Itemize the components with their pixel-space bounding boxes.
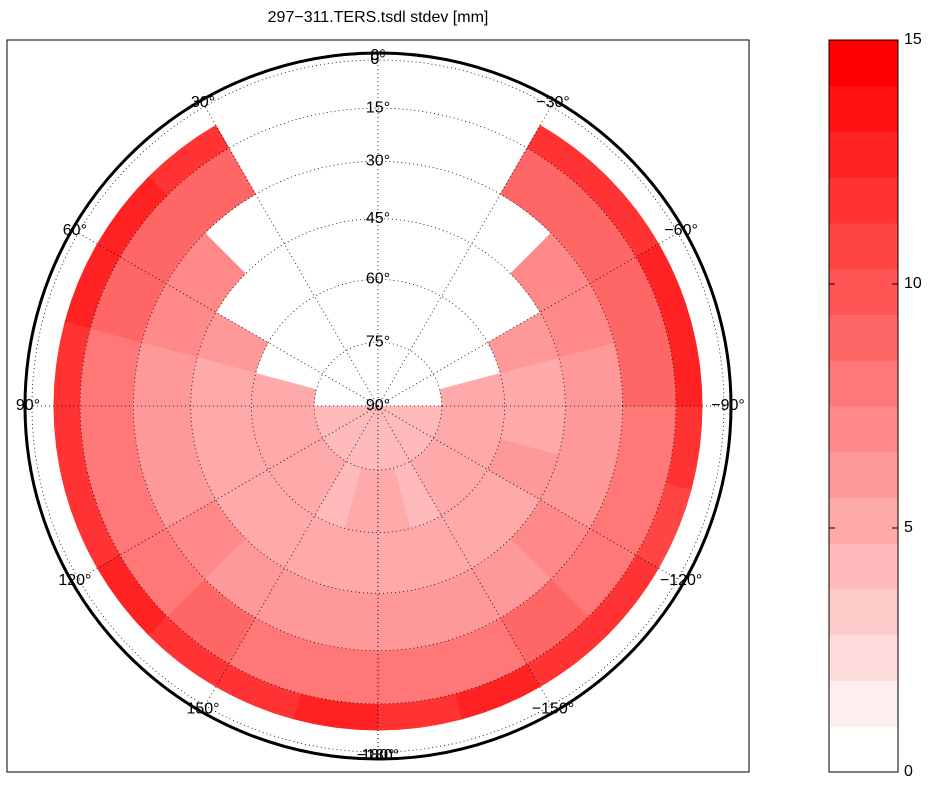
colorbar-tick-label: 10 bbox=[904, 275, 922, 292]
colorbar-band bbox=[829, 634, 898, 681]
elevation-tick-label: 15° bbox=[366, 99, 390, 116]
grid-radial bbox=[78, 232, 379, 407]
grid-radial bbox=[78, 405, 379, 580]
colorbar-band bbox=[829, 131, 898, 178]
colorbar-tick-label: 0 bbox=[904, 763, 913, 780]
grid-radial bbox=[204, 106, 379, 407]
azimuth-tick-label: −180° bbox=[357, 747, 399, 764]
colorbar-band bbox=[829, 314, 898, 361]
colorbar-band bbox=[829, 40, 898, 87]
elevation-tick-label: 0° bbox=[370, 51, 385, 68]
grid-circle bbox=[31, 59, 725, 753]
azimuth-tick-label: −60° bbox=[664, 222, 698, 239]
grid-circle bbox=[313, 341, 443, 471]
colorbar-tick-label: 15 bbox=[904, 31, 922, 48]
azimuth-tick-label: 180° bbox=[361, 747, 394, 764]
heatmap-cell bbox=[79, 405, 142, 484]
colorbar-band bbox=[829, 589, 898, 636]
elevation-tick-label: 45° bbox=[366, 210, 390, 227]
azimuth-tick-label: 150° bbox=[186, 700, 219, 717]
horizon-circle bbox=[23, 51, 733, 761]
colorbar: 0 5 10 15 bbox=[828, 31, 922, 780]
grid-radial bbox=[377, 106, 552, 407]
grid-radial bbox=[377, 405, 678, 580]
colorbar-band bbox=[829, 406, 898, 453]
heatmap-cell bbox=[510, 232, 591, 313]
grid-radial bbox=[377, 405, 552, 706]
heatmap-cell bbox=[614, 405, 677, 484]
elevation-tick-label: 75° bbox=[366, 333, 390, 350]
azimuth-tick-label: 60° bbox=[63, 222, 87, 239]
colorbar-band bbox=[829, 726, 898, 773]
colorbar-tick-label: 5 bbox=[904, 519, 913, 536]
colorbar-band bbox=[829, 177, 898, 224]
colorbar-frame bbox=[828, 39, 899, 773]
grid-circle bbox=[250, 278, 506, 534]
elevation-tick-label: 90° bbox=[366, 397, 390, 414]
colorbar-band bbox=[829, 85, 898, 132]
elevation-tick-label: 60° bbox=[366, 271, 390, 288]
azimuth-tick-label: −120° bbox=[660, 572, 702, 589]
heatmap bbox=[53, 124, 703, 731]
colorbar-band bbox=[829, 497, 898, 544]
heatmap-cell bbox=[614, 328, 677, 407]
heatmap-cell bbox=[79, 328, 142, 407]
grid-circle bbox=[79, 107, 677, 705]
colorbar-band bbox=[829, 543, 898, 590]
azimuth-tick-label: 120° bbox=[58, 572, 91, 589]
azimuth-tick-label: −90° bbox=[711, 397, 745, 414]
heatmap-cell bbox=[300, 642, 379, 705]
chart-title: 297−311.TERS.tsdl stdev [mm] bbox=[268, 9, 489, 26]
colorbar-band bbox=[829, 680, 898, 727]
colorbar-band bbox=[829, 223, 898, 270]
heatmap-cell bbox=[439, 372, 505, 407]
heatmap-cell bbox=[251, 372, 317, 407]
grid bbox=[31, 59, 725, 753]
grid-circle bbox=[190, 218, 566, 594]
elevation-tick-label: 30° bbox=[366, 153, 390, 170]
azimuth-tick-label: 30° bbox=[191, 94, 215, 111]
azimuth-tick-label: 90° bbox=[16, 397, 40, 414]
colorbar-band bbox=[829, 360, 898, 407]
grid-radial bbox=[377, 232, 678, 407]
azimuth-tick-label: −150° bbox=[532, 700, 574, 717]
tick-labels: 0° 15° 30° 45° 60° 75° 90° 0° 30° 60° 90° 120° 150° 1… bbox=[16, 47, 745, 764]
heatmap-cell bbox=[377, 642, 456, 705]
colorbar-band bbox=[829, 268, 898, 315]
plot-frame bbox=[6, 39, 750, 773]
azimuth-tick-label: −30° bbox=[536, 94, 570, 111]
grid-radial bbox=[204, 405, 379, 706]
colorbar-band bbox=[829, 451, 898, 498]
azimuth-tick-label: 0° bbox=[370, 47, 385, 64]
heatmap-cell bbox=[499, 147, 589, 234]
